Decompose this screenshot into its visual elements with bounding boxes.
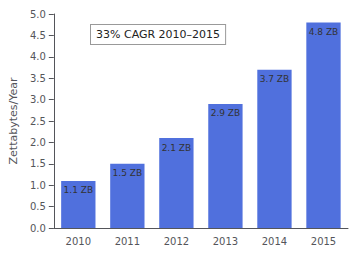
svg-text:2015: 2015 (311, 236, 336, 247)
svg-text:4.0: 4.0 (30, 51, 46, 62)
svg-text:2.5: 2.5 (30, 116, 46, 127)
svg-text:3.5: 3.5 (30, 73, 46, 84)
svg-text:2013: 2013 (213, 236, 238, 247)
svg-text:2.1 ZB: 2.1 ZB (162, 143, 192, 153)
svg-text:1.1 ZB: 1.1 ZB (64, 185, 94, 195)
svg-text:33% CAGR 2010–2015: 33% CAGR 2010–2015 (96, 28, 220, 41)
svg-text:Zettabytes/Year: Zettabytes/Year (7, 77, 20, 164)
svg-text:2012: 2012 (164, 236, 189, 247)
svg-text:2010: 2010 (66, 236, 91, 247)
svg-text:2014: 2014 (262, 236, 287, 247)
svg-text:0.5: 0.5 (30, 201, 46, 212)
svg-text:2.9 ZB: 2.9 ZB (211, 108, 241, 118)
svg-text:4.5: 4.5 (30, 30, 46, 41)
svg-text:2.0: 2.0 (30, 137, 46, 148)
svg-text:3.0: 3.0 (30, 94, 46, 105)
svg-text:1.5 ZB: 1.5 ZB (113, 168, 143, 178)
svg-text:1.5: 1.5 (30, 158, 46, 169)
svg-text:2011: 2011 (115, 236, 140, 247)
svg-text:1.0: 1.0 (30, 180, 46, 191)
svg-text:0.0: 0.0 (30, 223, 46, 234)
svg-text:4.8 ZB: 4.8 ZB (309, 27, 339, 37)
svg-text:3.7 ZB: 3.7 ZB (260, 74, 290, 84)
svg-text:5.0: 5.0 (30, 9, 46, 20)
